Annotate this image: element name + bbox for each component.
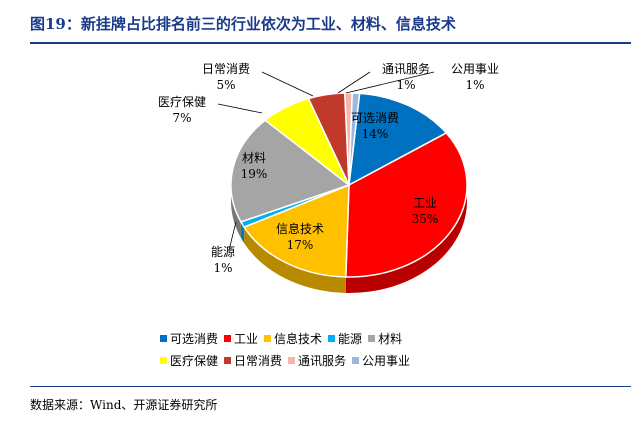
chart-legend: 可选消费 工业 信息技术 能源 材料 医疗保健 日常消费 通讯服务 公用事业 [160, 327, 490, 371]
legend-item: 可选消费 [160, 330, 218, 347]
slice-value-4: 19% [241, 167, 268, 181]
slice-label-6: 日常消费 [202, 62, 250, 76]
legend-label: 通讯服务 [298, 353, 347, 368]
legend-swatch [352, 356, 360, 364]
slice-value-8: 1% [465, 78, 484, 92]
title-rule [30, 42, 631, 44]
legend-swatch [264, 334, 272, 342]
slice-label-0: 可选消费 [351, 111, 399, 125]
leader-line-8 [345, 71, 435, 94]
legend-item: 信息技术 [264, 330, 322, 347]
legend-label: 材料 [378, 331, 403, 346]
slice-label-7: 通讯服务 [382, 61, 430, 76]
legend-label: 公用事业 [362, 353, 411, 368]
legend-item: 材料 [368, 330, 402, 347]
slice-label-4: 材料 [242, 151, 266, 165]
legend-swatch [368, 334, 376, 342]
slice-label-3: 能源 [211, 245, 235, 259]
slice-label-5: 医疗保健 [158, 95, 206, 109]
legend-row: 可选消费 工业 信息技术 能源 材料 [160, 327, 490, 349]
leader-line-7 [337, 71, 371, 94]
slice-value-7: 1% [396, 78, 415, 92]
legend-label: 可选消费 [170, 331, 219, 346]
pie-slice-2 [242, 183, 350, 278]
legend-item: 能源 [328, 330, 362, 347]
legend-swatch [160, 356, 167, 364]
legend-row: 医疗保健 日常消费 通讯服务 公用事业 [160, 349, 490, 371]
slice-value-2: 17% [287, 238, 314, 252]
figure-title: 图19：新挂牌占比排名前三的行业依次为工业、材料、信息技术 [30, 15, 456, 33]
legend-swatch [288, 356, 296, 364]
legend-swatch [328, 334, 336, 342]
slice-value-3: 1% [213, 261, 232, 275]
leader-line-5 [217, 103, 263, 114]
legend-label: 能源 [338, 331, 363, 346]
legend-label: 日常消费 [234, 353, 283, 368]
slice-value-5: 7% [172, 111, 191, 125]
pie-slice-4 [230, 119, 351, 223]
pie-side-2 [244, 227, 346, 293]
leader-line-3 [228, 221, 237, 251]
slice-label-8: 公用事业 [451, 62, 499, 76]
legend-item: 医疗保健 [160, 352, 218, 369]
slice-label-1: 工业 [413, 196, 437, 210]
legend-swatch [160, 334, 167, 342]
legend-label: 信息技术 [274, 331, 323, 346]
slice-label-2: 信息技术 [276, 221, 324, 236]
legend-item: 公用事业 [352, 352, 410, 369]
pie-slice-8 [348, 92, 361, 186]
slice-value-0: 14% [362, 127, 389, 141]
legend-swatch [224, 334, 232, 342]
source-rule [30, 386, 631, 387]
legend-item: 日常消费 [224, 352, 282, 369]
slice-value-1: 35% [412, 212, 439, 226]
leader-line-6 [261, 71, 314, 97]
pie-slice-0 [348, 92, 448, 187]
data-source: 数据来源：Wind、开源证券研究所 [30, 398, 218, 412]
legend-swatch [224, 356, 232, 364]
legend-label: 医疗保健 [170, 353, 219, 368]
slice-value-6: 5% [216, 78, 235, 92]
legend-item: 工业 [224, 330, 258, 347]
legend-label: 工业 [234, 331, 259, 346]
pie-side-1 [345, 185, 467, 293]
legend-item: 通讯服务 [288, 352, 346, 369]
pie-slice-1 [345, 132, 468, 278]
